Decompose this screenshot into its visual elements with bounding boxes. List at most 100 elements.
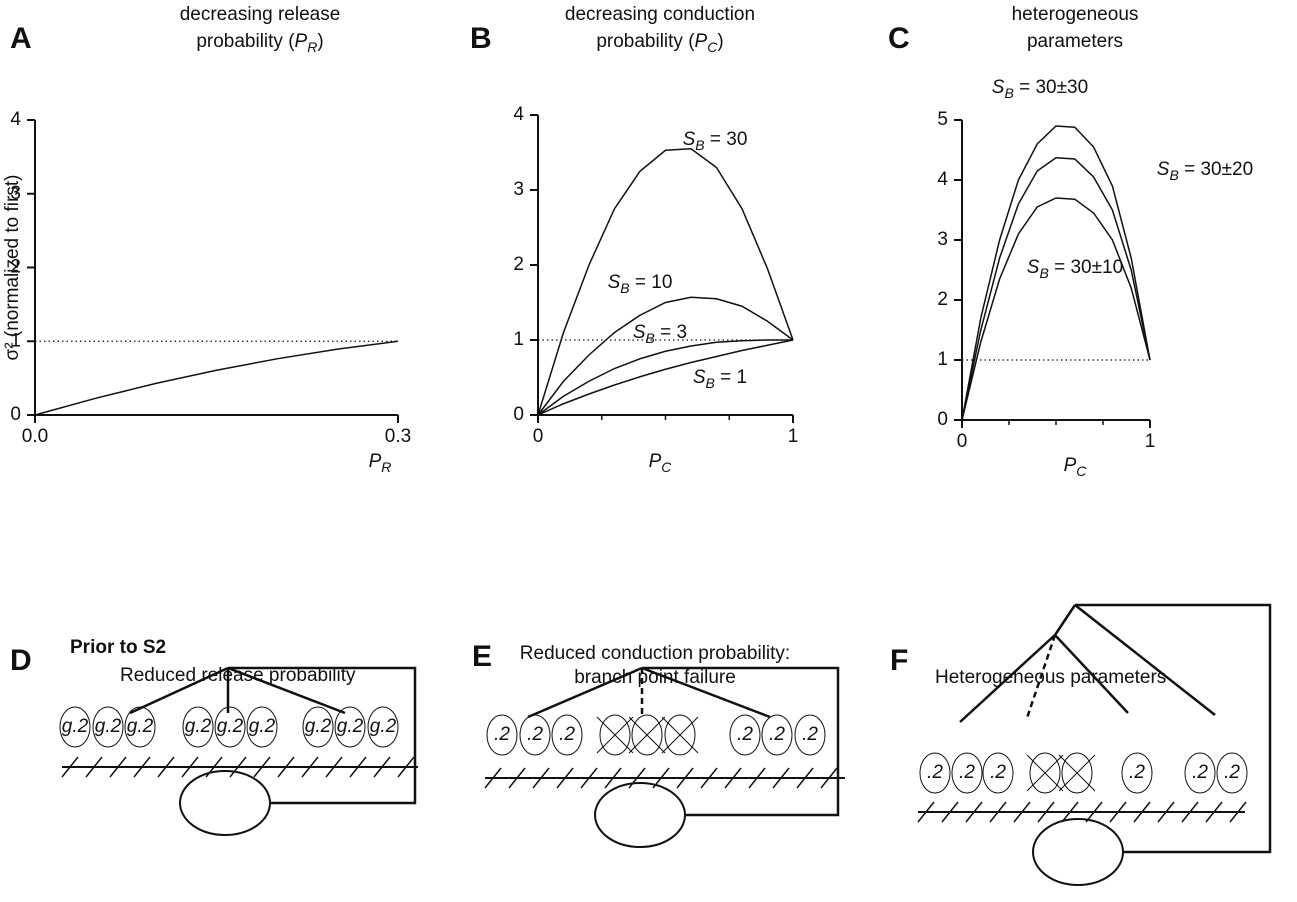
spine — [253, 756, 271, 778]
bouton — [59, 706, 91, 748]
bouton-label: g.2 — [305, 716, 332, 737]
spine — [349, 756, 367, 778]
spine — [652, 767, 670, 789]
spine — [397, 756, 415, 778]
series-label: SB = 3 — [633, 322, 687, 346]
bouton — [182, 706, 214, 748]
bouton-label: .2 — [959, 762, 975, 783]
spine — [109, 756, 127, 778]
bouton-label: .2 — [927, 762, 943, 783]
x-tick-label: 0.3 — [385, 426, 411, 447]
bouton — [519, 714, 551, 756]
failed-bouton — [1029, 752, 1061, 794]
spine — [277, 756, 295, 778]
bouton-label: g.2 — [337, 716, 364, 737]
spine — [1181, 801, 1199, 823]
spine — [1037, 801, 1055, 823]
y-tick-label: 0 — [513, 404, 524, 425]
bouton-label: .2 — [769, 724, 785, 745]
axon — [959, 603, 1272, 854]
y-tick-label: 1 — [513, 329, 524, 350]
spine — [85, 756, 103, 778]
bouton — [919, 752, 951, 794]
spine — [748, 767, 766, 789]
failed-branch — [1025, 634, 1057, 719]
failed-bouton — [664, 714, 696, 756]
bouton — [951, 752, 983, 794]
spine — [676, 767, 694, 789]
series-label: SB = 10 — [608, 272, 673, 296]
x-axis-label: PC — [649, 451, 673, 475]
spine — [61, 756, 79, 778]
failed-cross — [1026, 754, 1064, 792]
bouton — [367, 706, 399, 748]
bouton — [1121, 752, 1153, 794]
failed-bouton — [631, 714, 663, 756]
chart-title: decreasing conduction — [565, 4, 755, 25]
spine — [205, 756, 223, 778]
bouton-label: g.2 — [127, 716, 154, 737]
diagram-subtitle: Prior to S2 — [70, 637, 166, 658]
bouton — [92, 706, 124, 748]
y-tick-label: 5 — [937, 109, 948, 130]
y-tick-label: 3 — [937, 229, 948, 250]
bouton-label: .2 — [527, 724, 543, 745]
spine — [820, 767, 838, 789]
panel-letter: D — [10, 644, 32, 677]
y-tick-label: 1 — [10, 330, 21, 351]
spine — [772, 767, 790, 789]
panel-letter: B — [470, 22, 492, 55]
bouton-label: .2 — [802, 724, 818, 745]
spine — [580, 767, 598, 789]
bouton — [551, 714, 583, 756]
x-tick-label: 0 — [957, 431, 968, 452]
spine — [724, 767, 742, 789]
spine — [989, 801, 1007, 823]
series-label: SB = 30±10 — [1027, 257, 1123, 281]
bouton — [302, 706, 334, 748]
bouton-label: .2 — [737, 724, 753, 745]
data-line — [961, 125, 1151, 421]
spine — [484, 767, 502, 789]
y-tick-label: 4 — [10, 109, 21, 130]
spine — [628, 767, 646, 789]
spine — [1157, 801, 1175, 823]
y-tick-label: 4 — [937, 169, 948, 190]
spine — [532, 767, 550, 789]
bouton-label: .2 — [1224, 762, 1240, 783]
spine — [941, 801, 959, 823]
panel-letter: E — [472, 640, 492, 673]
axon — [129, 666, 417, 805]
bouton-label: .2 — [1129, 762, 1145, 783]
spine — [604, 767, 622, 789]
spine — [1013, 801, 1031, 823]
diagram-title: Heterogeneous parameters — [935, 667, 1166, 688]
data-line — [537, 296, 794, 416]
spine — [796, 767, 814, 789]
x-tick-label: 1 — [1145, 431, 1156, 452]
y-tick-label: 1 — [937, 349, 948, 370]
bouton-label: g.2 — [370, 716, 397, 737]
bouton — [246, 706, 278, 748]
spine — [1085, 801, 1103, 823]
panel-letter: F — [890, 644, 908, 677]
spine — [965, 801, 983, 823]
bouton-label: .2 — [1192, 762, 1208, 783]
diagram-title: Reduced release probability — [120, 665, 356, 686]
panel-letter: A — [10, 22, 32, 55]
soma — [594, 782, 686, 848]
data-line — [537, 147, 794, 416]
bouton — [761, 714, 793, 756]
failed-cross — [1058, 754, 1096, 792]
spine — [229, 756, 247, 778]
failed-cross — [596, 716, 634, 754]
data-line — [961, 197, 1151, 421]
spine — [700, 767, 718, 789]
y-tick-label: 4 — [513, 104, 524, 125]
spine — [1109, 801, 1127, 823]
x-axis-label: PC — [1064, 455, 1088, 479]
diagram-title: branch point failure — [574, 667, 736, 688]
diagram-f-shapes — [959, 603, 1272, 886]
data-line — [537, 339, 794, 416]
